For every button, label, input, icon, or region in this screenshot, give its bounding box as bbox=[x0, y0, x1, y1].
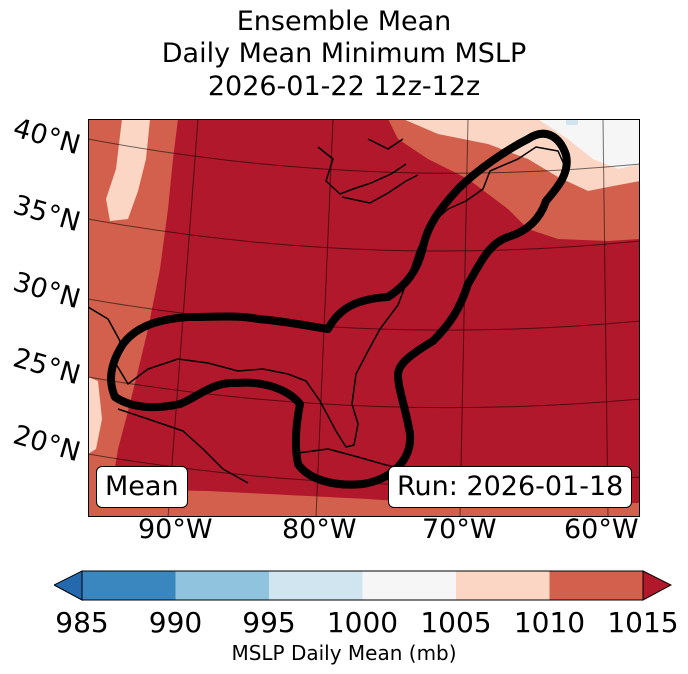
title-line-1: Ensemble Mean bbox=[236, 6, 452, 37]
colorbar-over-arrow bbox=[642, 570, 672, 601]
colorbar-bin-990-995 bbox=[175, 571, 270, 600]
lon-label-60w: 60°W bbox=[564, 514, 639, 545]
lon-label-90w: 90°W bbox=[138, 514, 213, 545]
colorbar-tick-1005: 1005 bbox=[420, 606, 492, 639]
field-1010-south bbox=[88, 489, 640, 517]
colorbar-tick-1015: 1015 bbox=[607, 606, 679, 639]
colorbar-bin-995-1000 bbox=[269, 571, 363, 600]
colorbar-bin-1010-1015 bbox=[549, 571, 644, 600]
colorbar-bin-985-990 bbox=[82, 571, 176, 600]
lat-label-40n: 40°N bbox=[9, 112, 84, 162]
colorbar-tick-990: 990 bbox=[148, 606, 203, 639]
map-panel bbox=[88, 119, 640, 517]
run-date-box: Run: 2026-01-18 bbox=[388, 466, 633, 508]
lon-label-70w: 70°W bbox=[422, 514, 497, 545]
field-1005-west-edge bbox=[88, 377, 102, 454]
colorbar-bin-1000-1005 bbox=[362, 571, 457, 600]
field-1005-west bbox=[106, 119, 150, 221]
colorbar-under-arrow bbox=[54, 570, 83, 601]
lon-label-80w: 80°W bbox=[282, 514, 357, 545]
colorbar-tick-1000: 1000 bbox=[326, 606, 399, 639]
lat-label-25n: 25°N bbox=[9, 342, 84, 392]
field-1000-northeast bbox=[538, 119, 640, 169]
contour-1010 bbox=[107, 129, 571, 489]
colorbar-tick-1010: 1010 bbox=[513, 606, 586, 639]
lat-label-30n: 30°N bbox=[9, 266, 84, 316]
colorbar-bin-1005-1010 bbox=[456, 571, 550, 600]
title-line-3: 2026-01-22 12z-12z bbox=[207, 71, 481, 102]
field-995-spot bbox=[566, 119, 578, 125]
lat-label-35n: 35°N bbox=[9, 189, 84, 239]
colorbar-tick-995: 995 bbox=[242, 606, 296, 639]
colorbar-label: MSLP Daily Mean (mb) bbox=[231, 641, 457, 665]
coastline bbox=[88, 138, 567, 484]
mean-label-box: Mean bbox=[96, 466, 188, 508]
title-line-2: Daily Mean Minimum MSLP bbox=[161, 38, 527, 69]
colorbar-tick-985: 985 bbox=[55, 606, 109, 639]
lat-label-20n: 20°N bbox=[9, 419, 84, 469]
colorbar bbox=[54, 570, 672, 601]
